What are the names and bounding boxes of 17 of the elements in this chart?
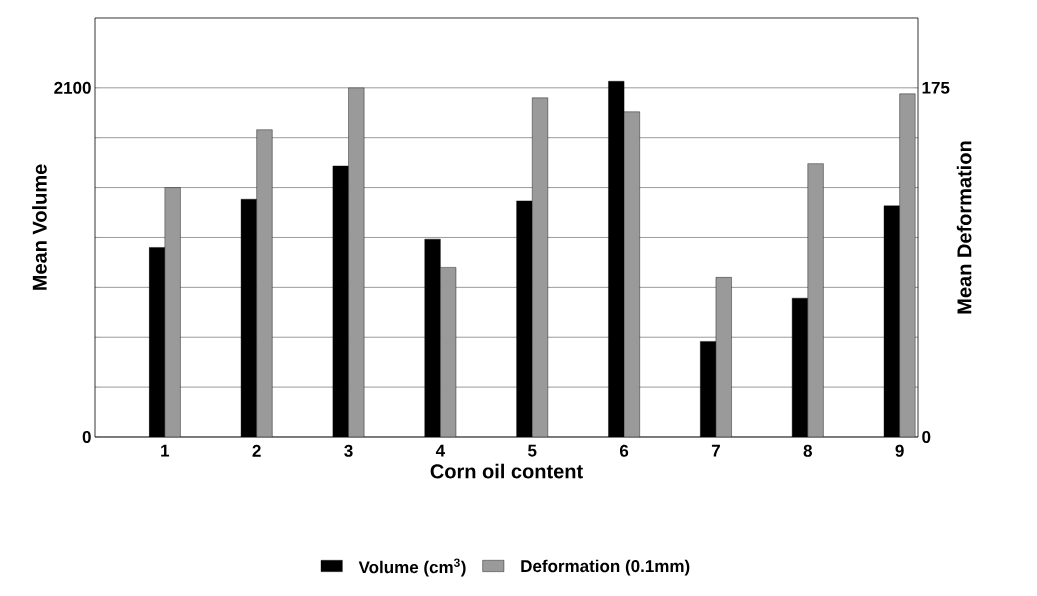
x-tick-label: 4 [435, 444, 446, 457]
x-tick-label: 9 [895, 444, 904, 457]
legend-label: Deformation (0.1mm) [521, 559, 690, 576]
y-tick-label: 2100 [54, 81, 91, 94]
y2-axis-title: Mean Deformation [956, 141, 972, 314]
x-tick-label: 2 [252, 444, 261, 457]
x-tick-label: 6 [619, 444, 629, 457]
x-tick-label: 5 [528, 444, 537, 457]
y2-tick-label: 0 [922, 430, 931, 444]
legend-label: Volume (cm$^{3}$) [358, 558, 466, 577]
y2-tick-label: 175 [922, 81, 950, 94]
x-axis-title: Corn oil content [430, 463, 583, 479]
x-tick-label: 7 [711, 444, 720, 457]
x-tick-label: 8 [803, 444, 812, 457]
x-tick-label: 3 [344, 444, 353, 457]
y-axis-title: Mean Volume [32, 164, 47, 290]
x-tick-label: 1 [161, 444, 170, 457]
